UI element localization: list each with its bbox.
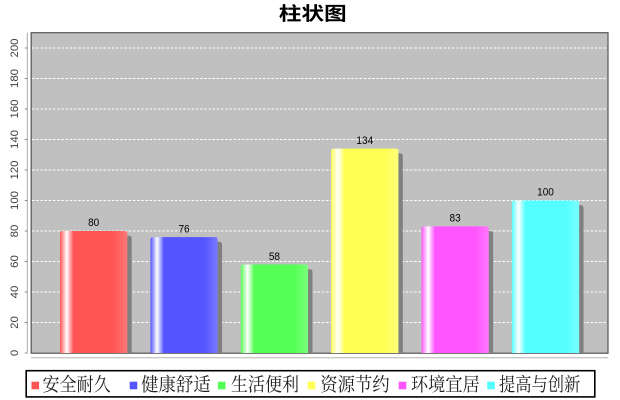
svg-text:200: 200 xyxy=(9,39,21,58)
svg-text:0: 0 xyxy=(9,350,21,356)
svg-text:100: 100 xyxy=(9,191,21,210)
svg-text:160: 160 xyxy=(9,100,21,119)
svg-text:80: 80 xyxy=(9,225,21,238)
svg-text:60: 60 xyxy=(9,255,21,268)
svg-text:40: 40 xyxy=(9,286,21,299)
svg-text:20: 20 xyxy=(9,316,21,329)
svg-text:134: 134 xyxy=(356,135,373,147)
svg-text:100: 100 xyxy=(537,187,554,199)
svg-text:58: 58 xyxy=(269,251,280,263)
svg-text:80: 80 xyxy=(88,217,99,229)
svg-text:120: 120 xyxy=(9,161,21,180)
svg-text:180: 180 xyxy=(9,69,21,88)
svg-text:83: 83 xyxy=(450,213,461,225)
svg-text:76: 76 xyxy=(178,223,189,235)
svg-text:140: 140 xyxy=(9,130,21,149)
